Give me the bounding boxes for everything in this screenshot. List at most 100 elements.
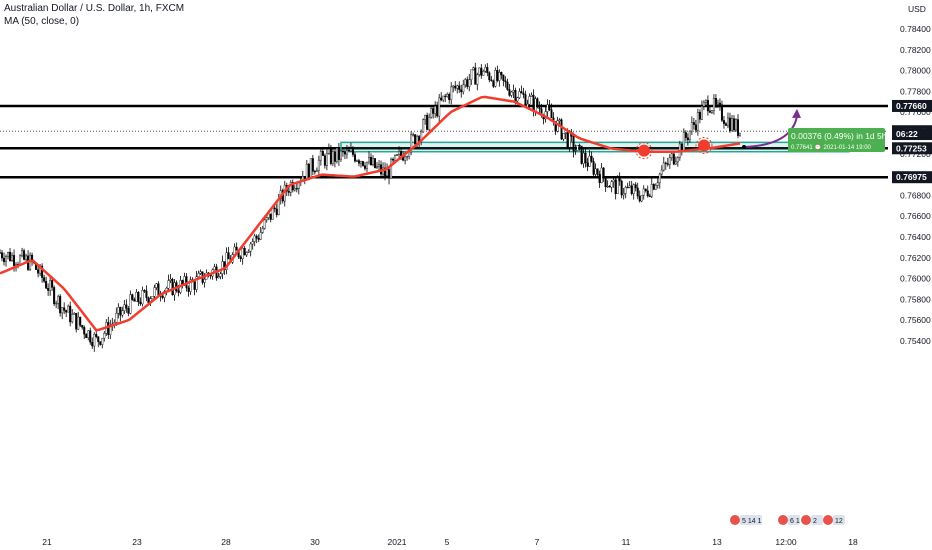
- candle-body: [95, 334, 98, 337]
- candle-body: [19, 255, 22, 265]
- candle-body: [644, 188, 647, 192]
- candle-body: [560, 119, 563, 140]
- candle-body: [720, 104, 723, 121]
- candle-body: [682, 132, 685, 151]
- candle-body: [680, 143, 683, 151]
- candle-body: [564, 132, 567, 134]
- candle-body: [726, 117, 729, 126]
- candle-body: [722, 120, 725, 124]
- candle-body: [115, 313, 118, 323]
- candle-body: [47, 288, 50, 291]
- candle-body: [642, 188, 645, 196]
- candle-body: [341, 150, 344, 153]
- candle-body: [400, 151, 403, 156]
- candle-body: [333, 151, 336, 162]
- candle-body: [454, 85, 457, 89]
- candle-body: [143, 290, 146, 292]
- candle-body: [672, 153, 675, 165]
- candle-body: [123, 304, 126, 311]
- price-tick-label: 0.78000: [900, 66, 931, 76]
- candle-body: [357, 160, 360, 164]
- candle-body: [464, 79, 467, 86]
- candle-body: [610, 181, 613, 188]
- candle-body: [121, 310, 124, 316]
- candle-body: [558, 119, 561, 121]
- candle-body: [155, 283, 158, 288]
- candle-body: [694, 124, 697, 131]
- candle-body: [580, 145, 583, 164]
- candle-body: [227, 252, 230, 260]
- candle-body: [516, 97, 519, 102]
- candle-body: [620, 180, 623, 196]
- price-tick-label: 0.78200: [900, 45, 931, 55]
- candle-body: [739, 132, 742, 136]
- candle-body: [41, 265, 44, 278]
- candle-body: [456, 85, 459, 89]
- candle-body: [125, 304, 128, 309]
- price-axis-unit: USD: [908, 4, 926, 14]
- event-flag-icon: [801, 515, 811, 525]
- candle-body: [434, 105, 437, 114]
- candle-body: [550, 109, 553, 119]
- candle-body: [498, 72, 501, 81]
- candle-body: [43, 277, 46, 282]
- price-tick-label: 0.76400: [900, 232, 931, 242]
- candle-body: [528, 96, 531, 105]
- candle-body: [616, 177, 619, 195]
- candle-body: [384, 167, 387, 177]
- candle-body: [345, 150, 348, 155]
- candle-body: [392, 158, 395, 161]
- signal-dot: [638, 144, 650, 157]
- candle-body: [135, 292, 138, 302]
- candle-body: [309, 158, 312, 179]
- candle-body: [193, 281, 196, 290]
- candle-body: [45, 281, 48, 289]
- candle-body: [85, 333, 88, 339]
- candle-body: [506, 81, 509, 90]
- time-tick-label: 12:00: [775, 537, 797, 547]
- candle-body: [81, 325, 84, 328]
- projection-arrowhead: [792, 108, 801, 118]
- candle-body: [107, 322, 110, 335]
- candle-body: [269, 213, 272, 220]
- candle-body: [444, 95, 447, 97]
- candle-body: [374, 158, 377, 168]
- candle-body: [339, 150, 342, 160]
- candle-body: [367, 156, 370, 163]
- candle-body: [590, 155, 593, 162]
- candle-body: [592, 161, 595, 175]
- candle-body: [700, 106, 703, 120]
- candle-body: [247, 251, 250, 253]
- price-tag-label: 06:22: [896, 129, 918, 139]
- candle-body: [648, 195, 651, 197]
- candle-body: [335, 147, 338, 162]
- candle-body: [65, 310, 68, 313]
- event-count: 6 1: [790, 518, 800, 525]
- candle-body: [101, 337, 104, 345]
- candle-body: [442, 95, 445, 101]
- candle-body: [378, 164, 381, 167]
- time-tick-label: 30: [310, 537, 320, 547]
- candle-body: [686, 137, 689, 141]
- candle-body: [157, 283, 160, 296]
- candle-body: [496, 70, 499, 81]
- candle-body: [331, 151, 334, 164]
- candle-body: [291, 182, 294, 191]
- candle-body: [634, 184, 637, 189]
- candle-body: [410, 134, 413, 153]
- candle-body: [167, 280, 170, 289]
- candle-body: [131, 294, 134, 300]
- candle-body: [257, 238, 260, 240]
- event-count: 5 14 1: [742, 518, 762, 525]
- candle-body: [446, 94, 449, 97]
- candle-body: [666, 163, 669, 165]
- candle-body: [598, 174, 601, 184]
- candle-body: [714, 98, 717, 105]
- candle-body: [440, 97, 443, 101]
- candle-body: [349, 148, 352, 152]
- candle-body: [530, 94, 533, 97]
- candle-body: [450, 86, 453, 100]
- candle-body: [636, 187, 639, 197]
- candle-body: [622, 193, 625, 196]
